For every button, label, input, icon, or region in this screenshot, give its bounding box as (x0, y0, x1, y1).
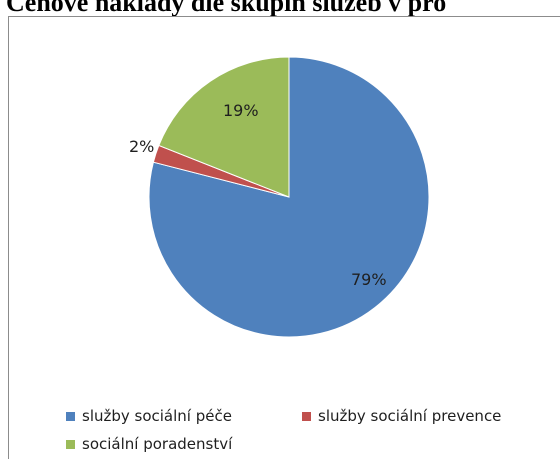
legend-item-counseling: sociální poradenství (66, 435, 232, 453)
legend-label-care: služby sociální péče (82, 407, 232, 425)
legend-swatch-prevention (302, 411, 311, 421)
legend-label-counseling: sociální poradenství (82, 435, 233, 453)
legend-item-care: služby sociální péče (66, 407, 302, 425)
pie-slice-counseling (158, 56, 290, 198)
data-label-counseling: 19% (223, 101, 259, 120)
legend-swatch-care (66, 411, 75, 421)
legend-label-prevention: služby sociální prevence (318, 407, 502, 425)
chart-frame: 79% 2% 19% služby sociální péče služby soc… (8, 16, 560, 459)
chart-title: Cenové náklady dle skupin služeb v pro (6, 0, 447, 17)
data-label-care: 79% (351, 270, 387, 289)
legend-item-prevention: služby sociální prevence (302, 407, 501, 425)
pie-chart: 79% 2% 19% (129, 56, 430, 338)
legend: služby sociální péče služby sociální pre… (66, 402, 546, 458)
data-label-prevention: 2% (129, 137, 154, 156)
legend-swatch-counseling (66, 439, 75, 449)
